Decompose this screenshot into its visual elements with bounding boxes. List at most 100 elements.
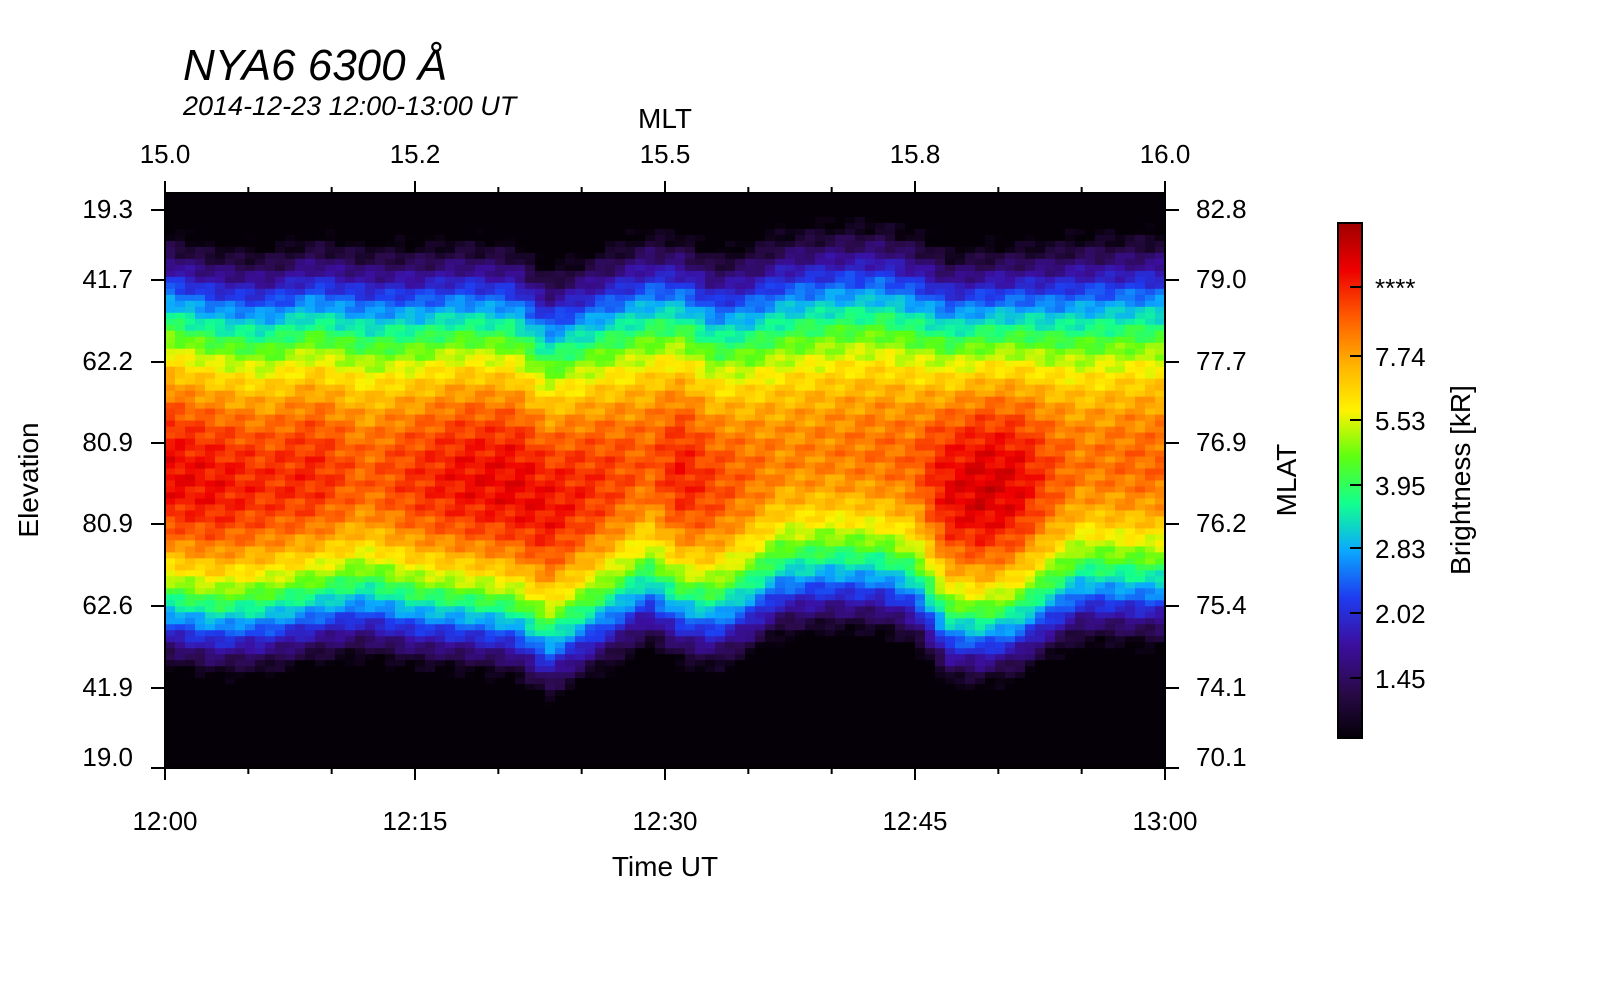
heatmap-cell	[535, 384, 546, 392]
heatmap-cell	[595, 402, 606, 410]
heatmap-cell	[185, 294, 196, 302]
heatmap-cell	[365, 252, 376, 260]
heatmap-cell	[395, 600, 406, 607]
heatmap-cell	[425, 534, 436, 541]
heatmap-cell	[225, 414, 236, 422]
heatmap-cell	[335, 270, 346, 278]
heatmap-cell	[495, 222, 506, 230]
heatmap-cell	[165, 318, 176, 326]
heatmap-cell	[455, 324, 466, 332]
heatmap-cell	[485, 576, 496, 583]
heatmap-cell	[535, 198, 546, 206]
heatmap-cell	[475, 450, 486, 458]
heatmap-cell	[315, 600, 326, 607]
heatmap-cell	[465, 732, 476, 739]
heatmap-cell	[645, 324, 656, 332]
heatmap-cell	[625, 714, 636, 721]
heatmap-cell	[615, 258, 626, 266]
heatmap-cell	[335, 480, 346, 488]
heatmap-cell	[395, 456, 406, 464]
heatmap-cell	[195, 570, 206, 577]
heatmap-cell	[345, 450, 356, 458]
heatmap-cell	[385, 738, 396, 745]
heatmap-cell	[165, 288, 176, 296]
heatmap-cell	[415, 516, 426, 524]
heatmap-cell	[655, 228, 666, 236]
heatmap-cell	[485, 438, 496, 446]
heatmap-cell	[285, 204, 296, 212]
heatmap-cell	[195, 354, 206, 362]
heatmap-cell	[435, 420, 446, 428]
heatmap-cell	[335, 193, 346, 200]
heatmap-cell	[425, 312, 436, 320]
heatmap-cell	[605, 744, 616, 751]
heatmap-cell	[305, 762, 316, 768]
heatmap-cell	[255, 372, 266, 380]
heatmap-cell	[225, 498, 236, 506]
heatmap-cell	[625, 234, 636, 242]
heatmap-cell	[445, 372, 456, 380]
heatmap-cell	[575, 600, 586, 607]
heatmap-cell	[185, 642, 196, 649]
heatmap-cell	[415, 426, 426, 434]
heatmap-cell	[355, 432, 366, 440]
heatmap-cell	[265, 510, 276, 518]
heatmap-cell	[195, 642, 206, 649]
heatmap-cell	[675, 756, 686, 763]
heatmap-cell	[315, 264, 326, 272]
heatmap-cell	[385, 360, 396, 368]
heatmap-cell	[595, 654, 606, 661]
heatmap-cell	[555, 378, 566, 386]
heatmap-cell	[325, 534, 336, 541]
heatmap-cell	[445, 240, 456, 248]
heatmap-cell	[635, 696, 646, 703]
heatmap-cell	[295, 642, 306, 649]
heatmap-cell	[265, 486, 276, 494]
heatmap-cell	[315, 762, 326, 768]
heatmap-cell	[355, 570, 366, 577]
heatmap-cell	[305, 366, 316, 374]
heatmap-cell	[675, 306, 686, 314]
heatmap-cell	[185, 474, 196, 482]
heatmap-cell	[365, 732, 376, 739]
heatmap-cell	[345, 588, 356, 595]
heatmap-cell	[465, 360, 476, 368]
heatmap-cell	[555, 546, 566, 553]
heatmap-cell	[205, 276, 216, 284]
heatmap-cell	[615, 624, 626, 631]
heatmap-cell	[305, 336, 316, 344]
heatmap-cell	[315, 630, 326, 637]
heatmap-cell	[475, 330, 486, 338]
heatmap-cell	[595, 642, 606, 649]
heatmap-cell	[385, 294, 396, 302]
heatmap-cell	[675, 258, 686, 266]
heatmap-cell	[395, 193, 406, 200]
heatmap-cell	[435, 408, 446, 416]
heatmap-cell	[245, 600, 256, 607]
heatmap-cell	[305, 516, 316, 524]
heatmap-cell	[605, 438, 616, 446]
heatmap-cell	[295, 708, 306, 715]
heatmap-cell	[165, 438, 176, 446]
heatmap-cell	[375, 624, 386, 631]
heatmap-cell	[565, 594, 576, 601]
heatmap-cell	[445, 246, 456, 254]
heatmap-cell	[375, 558, 386, 565]
heatmap-cell	[295, 294, 306, 302]
heatmap-cell	[675, 198, 686, 206]
heatmap-cell	[595, 336, 606, 344]
heatmap-cell	[235, 588, 246, 595]
heatmap-cell	[525, 486, 536, 494]
heatmap-cell	[255, 726, 266, 733]
heatmap-cell	[245, 732, 256, 739]
heatmap-cell	[525, 510, 536, 518]
heatmap-cell	[645, 462, 656, 470]
heatmap-cell	[375, 498, 386, 506]
heatmap-cell	[385, 396, 396, 404]
heatmap-cell	[225, 648, 236, 655]
heatmap-cell	[425, 540, 436, 547]
heatmap-cell	[675, 642, 686, 649]
heatmap-cell	[215, 228, 226, 236]
heatmap-cell	[625, 408, 636, 416]
heatmap-cell	[305, 402, 316, 410]
